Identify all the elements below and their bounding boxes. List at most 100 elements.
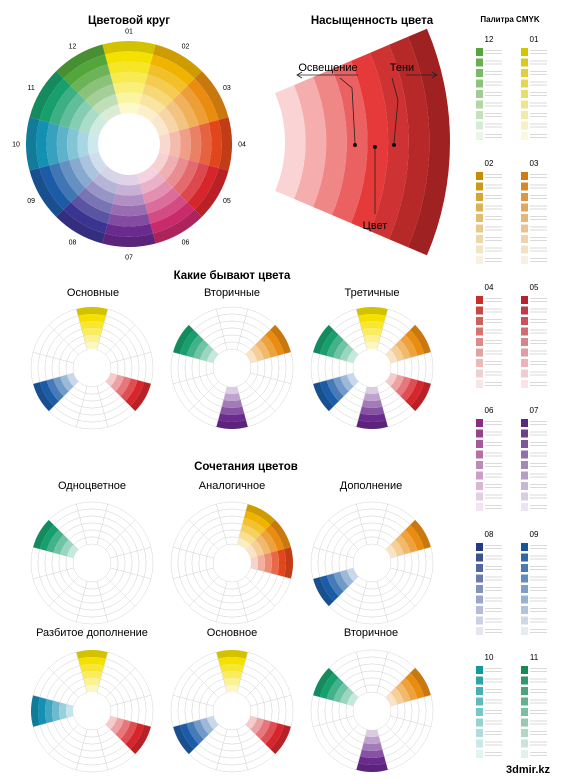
wheel-segment-08-ring-6 (92, 173, 119, 194)
swatch-06-7 (476, 482, 483, 490)
colored-cell-10-4 (60, 539, 74, 557)
colored-cell-2-0 (270, 519, 291, 550)
swatch-10-4 (476, 697, 483, 706)
colored-cell-3-1 (277, 549, 286, 577)
empty-cell-3-4 (396, 554, 406, 572)
swatch-12-1 (476, 48, 483, 56)
saturation-fan (275, 28, 450, 256)
empty-cell-9-5 (345, 703, 354, 719)
empty-cell-11-5 (213, 342, 228, 355)
empty-cell-3-4 (396, 359, 406, 377)
wheel-segment-05-ring-1 (194, 167, 229, 217)
empty-cell-9-5 (205, 360, 214, 376)
wheel-segment-01-ring-4 (110, 71, 148, 85)
empty-cell-0-5 (224, 341, 240, 350)
empty-cell-8-5 (66, 715, 79, 730)
swatch-10-9 (476, 750, 483, 758)
empty-cell-3-4 (396, 702, 406, 720)
empty-cell-11-5 (353, 537, 368, 550)
colored-cell-10-5 (66, 544, 79, 559)
combo-wheel-6 (310, 649, 434, 772)
colored-cell-2-2 (400, 334, 418, 358)
colored-cell-4-0 (270, 724, 291, 755)
empty-cell-3-5 (250, 703, 259, 719)
empty-cell-0-5 (84, 536, 100, 545)
swatch-12-4 (476, 79, 483, 88)
wheel-segment-09-ring-5 (69, 157, 93, 188)
wheel-segment-01-ring-6 (115, 92, 143, 105)
empty-cell-3-5 (390, 360, 399, 376)
palette-number-03: 03 (530, 159, 539, 168)
wheel-segment-04-ring-5 (178, 127, 191, 161)
primary-label: Основные (67, 287, 119, 299)
colored-cell-8-3 (333, 571, 349, 592)
colored-cell-2-1 (405, 524, 425, 551)
swatch-03-8 (521, 245, 528, 254)
colored-cell-1-3 (240, 524, 261, 540)
swatch-10-6 (476, 718, 483, 727)
wheel-number-02: 02 (182, 44, 190, 51)
colored-cell-6-5 (225, 386, 239, 395)
colored-cell-3-0 (284, 547, 293, 579)
colored-cell-4-3 (115, 719, 131, 740)
colored-cell-10-2 (46, 529, 64, 553)
colored-cell-4-4 (110, 717, 124, 735)
wheel-segment-07-ring-6 (115, 183, 143, 196)
swatch-01-3 (521, 69, 528, 77)
colored-cell-8-4 (60, 374, 74, 392)
empty-cell-9-5 (345, 555, 354, 571)
colored-cell-0-1 (78, 657, 106, 666)
wheel-segment-04-ring-2 (208, 120, 222, 168)
empty-cell-11-5 (353, 685, 368, 698)
empty-cell-6-5 (224, 729, 240, 738)
swatch-11-5 (521, 708, 528, 716)
wheel-segment-04-ring-4 (188, 125, 202, 163)
wheel-number-11: 11 (27, 85, 34, 92)
empty-cell-11-5 (73, 342, 88, 355)
colored-cell-2-0 (270, 324, 291, 355)
swatch-07-6 (521, 471, 528, 480)
colored-cell-10-0 (313, 667, 334, 698)
colored-cell-2-4 (250, 539, 264, 557)
color-wheel-title: Цветовой круг (88, 15, 170, 27)
wheel-segment-06-ring-1 (152, 209, 202, 244)
colored-cell-4-5 (385, 372, 398, 387)
swatch-10-5 (476, 708, 483, 716)
swatch-05-3 (521, 317, 528, 325)
colored-cell-2-1 (405, 329, 425, 356)
swatch-03-1 (521, 172, 528, 180)
combo-wheel-4 (31, 650, 154, 773)
palette-number-09: 09 (530, 530, 539, 539)
wheel-segment-11-ring-1 (29, 71, 64, 121)
swatch-08-1 (476, 543, 483, 551)
wheel-segment-03-ring-4 (172, 92, 199, 128)
combo-wheel-5 (170, 650, 294, 773)
swatch-06-9 (476, 503, 483, 511)
combo-wheel-2 (170, 501, 293, 625)
colored-cell-8-2 (186, 721, 204, 745)
color-wheel: 01 02 03 04 05 06 07 08 09 10 11 12 (12, 29, 246, 262)
empty-cell-9-5 (65, 555, 74, 571)
colored-cell-10-0 (313, 324, 334, 355)
colored-cell-8-2 (326, 573, 344, 597)
swatch-06-8 (476, 492, 483, 501)
colored-cell-6-1 (358, 413, 386, 423)
swatch-05-2 (521, 306, 528, 315)
fan-band-8 (407, 28, 450, 256)
swatch-10-2 (476, 676, 483, 685)
colored-cell-0-2 (219, 664, 245, 673)
empty-cell-0-4 (223, 334, 241, 344)
fan-band-3 (313, 68, 347, 216)
swatch-11-9 (521, 750, 528, 758)
colored-cell-8-5 (346, 372, 359, 387)
colored-cell-2-5 (385, 544, 398, 559)
wheel-segment-10-ring-6 (77, 130, 90, 158)
swatch-08-7 (476, 606, 483, 614)
empty-cell-5-5 (376, 724, 391, 737)
empty-cell-1-5 (236, 342, 251, 355)
swatch-08-3 (476, 564, 483, 572)
wheel-segment-01-ring-5 (112, 82, 146, 95)
saturation-title: Насыщенность цвета (311, 15, 434, 27)
fan-band-6 (369, 44, 409, 240)
swatch-01-9 (521, 132, 528, 140)
